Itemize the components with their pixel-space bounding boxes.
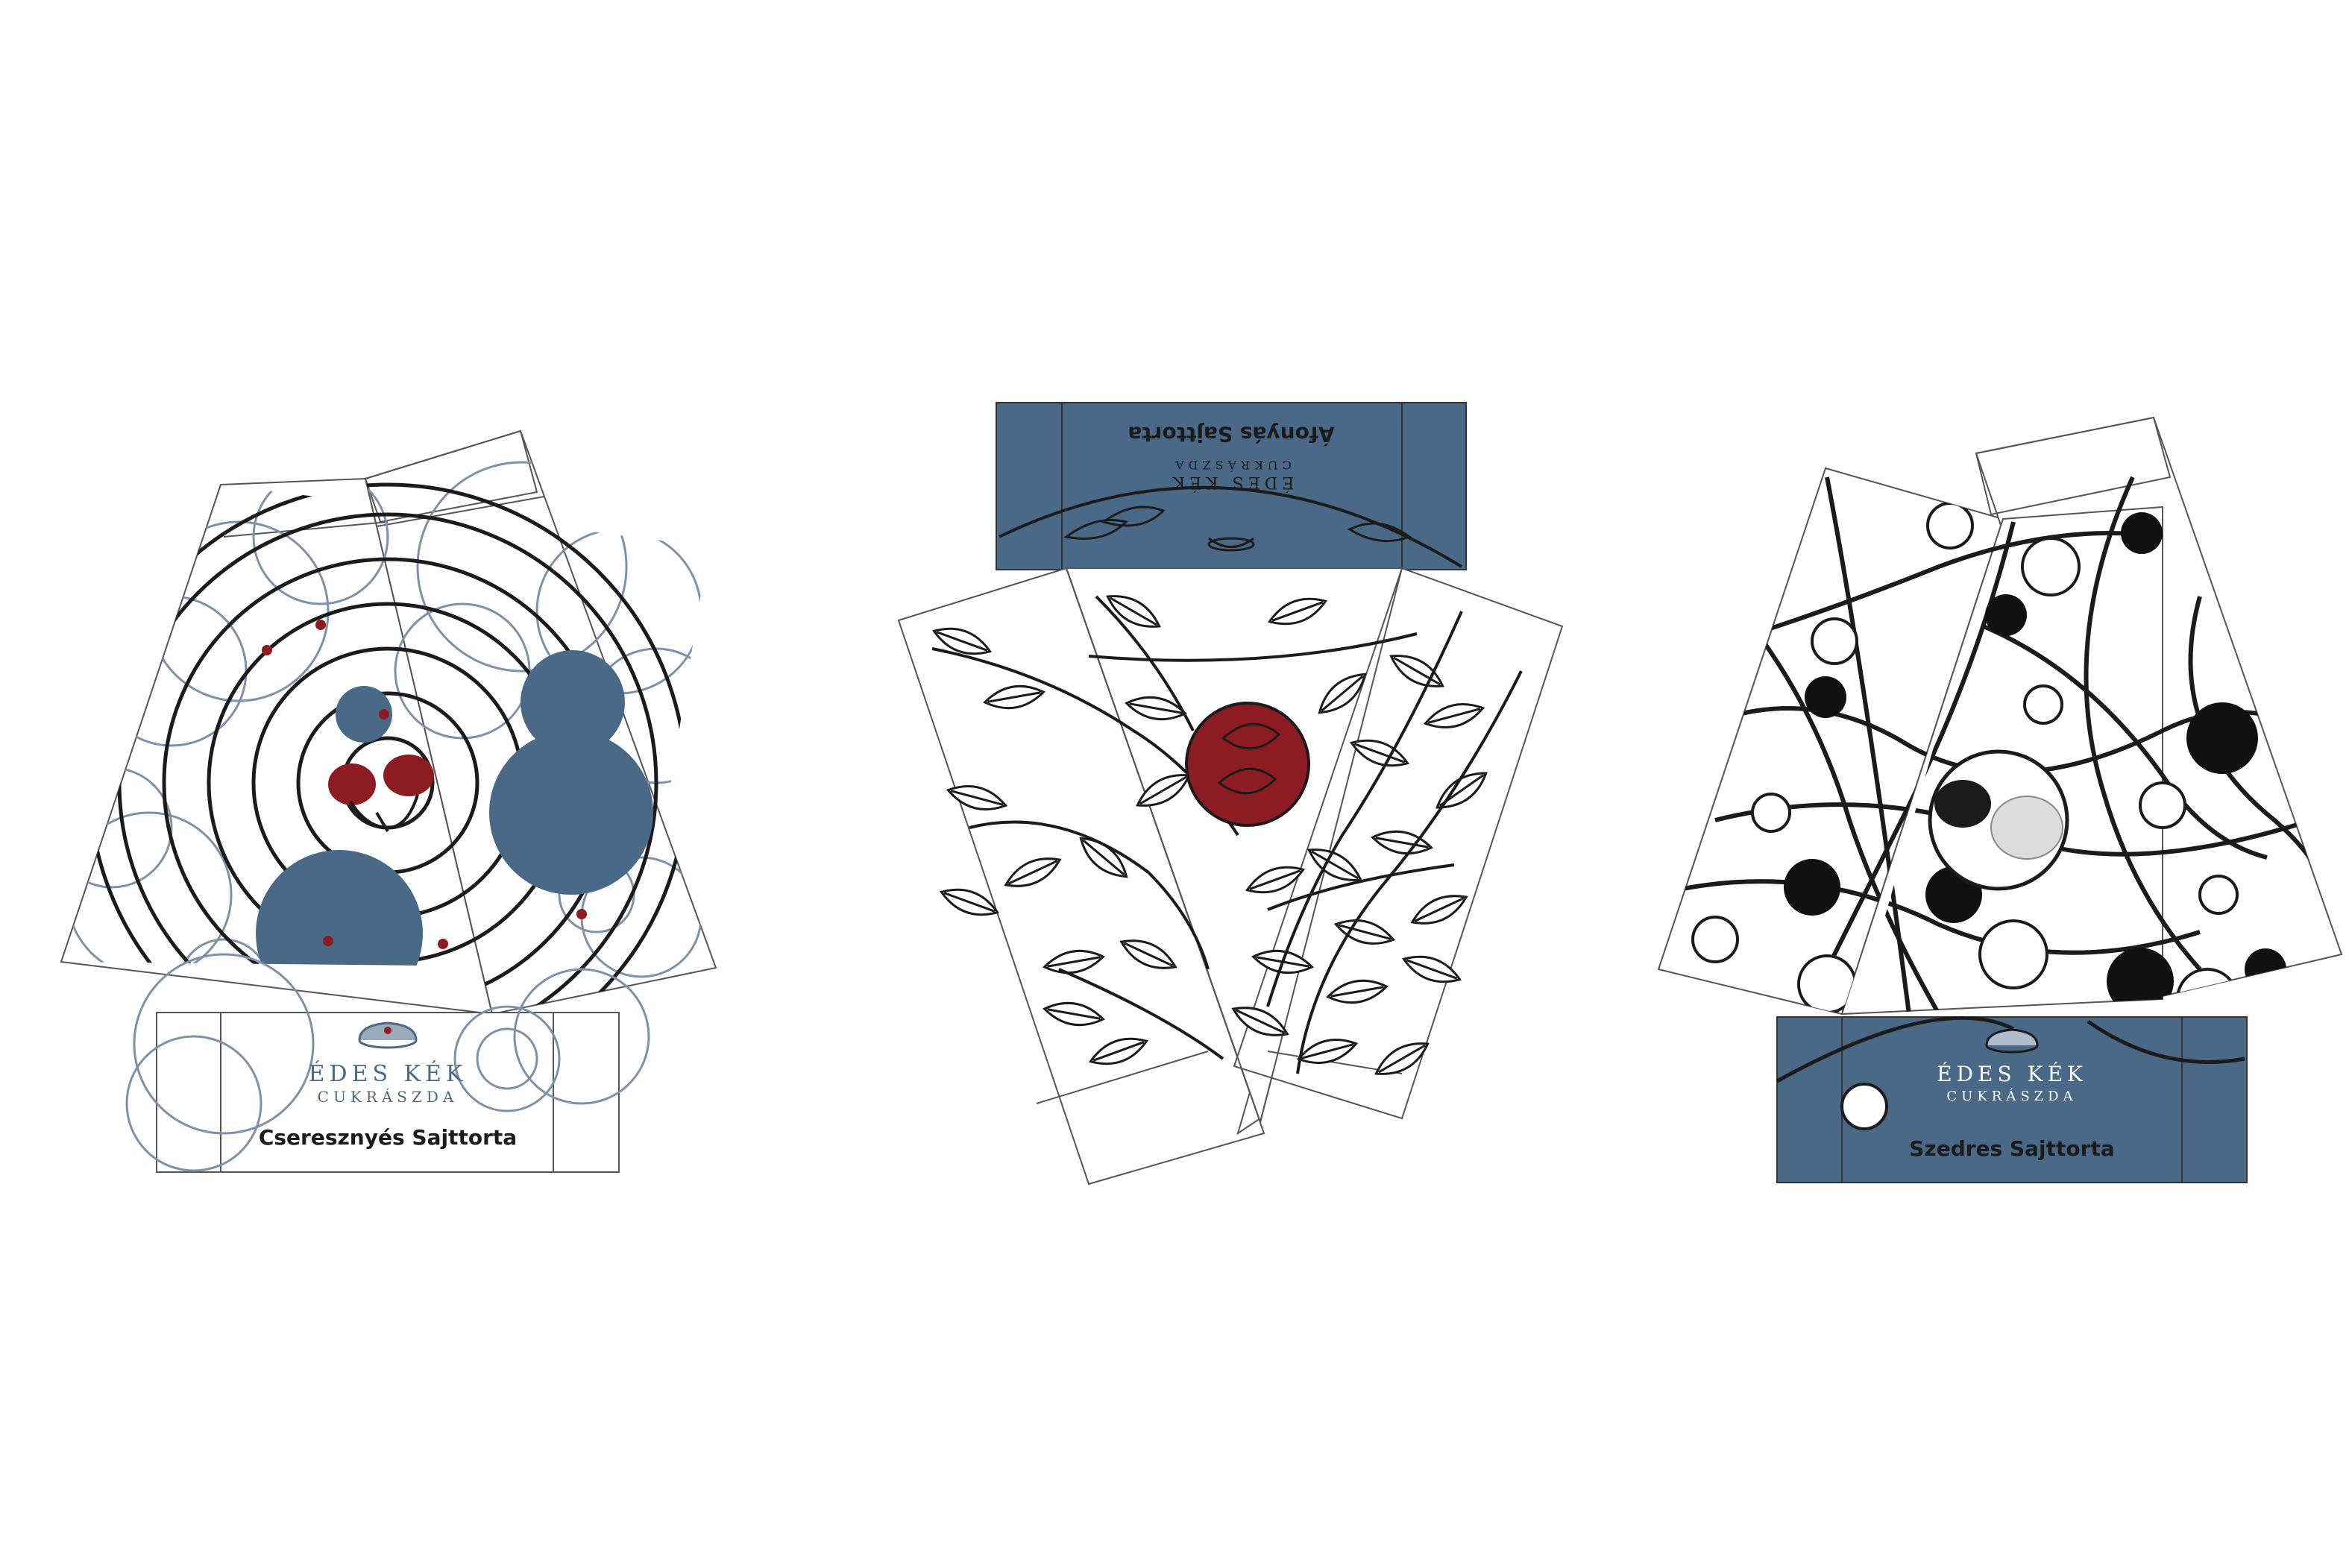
leaf xyxy=(946,785,1008,810)
product-name: Áfonyás Sajttorta xyxy=(1128,422,1334,447)
solid-dot xyxy=(1784,859,1840,916)
red-dot xyxy=(323,936,333,946)
solid-dot xyxy=(1805,676,1846,718)
front-panel: ÉDES KÉK CUKRÁSZDA Cseresznyés Sajttorta xyxy=(125,953,650,1173)
logo-cake-icon xyxy=(1985,1028,2039,1054)
leaf xyxy=(1296,1039,1359,1064)
product-name: Cseresznyés Sajttorta xyxy=(259,1125,517,1150)
logo-line1: ÉDES KÉK xyxy=(1937,1062,2087,1086)
vine xyxy=(969,820,1210,970)
solid-dot xyxy=(1985,594,2027,636)
open-dot xyxy=(1751,793,1791,833)
logo-line2: CUKRÁSZDA xyxy=(1946,1087,2077,1104)
open-dot xyxy=(1926,502,1974,550)
leaf-icon xyxy=(1063,506,1412,543)
leaf xyxy=(1318,673,1367,714)
front-panel: ÉDES KÉK CUKRÁSZDA Szedres Sajttorta xyxy=(1776,1016,2248,1183)
red-dot xyxy=(315,620,326,630)
leaf xyxy=(1043,1001,1105,1027)
leaf xyxy=(939,888,1000,916)
solid-dot xyxy=(2186,702,2258,774)
blue-dot xyxy=(521,650,625,755)
leaf xyxy=(1119,939,1177,969)
blackberry-cheesecake-box: ÉDES KÉK CUKRÁSZDA Szedres Sajttorta xyxy=(1657,416,2343,1183)
berry-leaf-icon xyxy=(1185,702,1310,827)
vine-pattern xyxy=(931,595,1523,1074)
open-dot xyxy=(1811,617,1858,665)
cherry-cheesecake-box: ÉDES KÉK CUKRÁSZDA Cseresznyés Sajttorta xyxy=(60,429,717,1173)
blue-dot xyxy=(489,731,653,895)
leaf xyxy=(1401,955,1462,983)
back-panel: ÉDES KÉK CUKRÁSZDA Áfonyás Sajttorta xyxy=(996,402,1467,570)
solid-dot xyxy=(2107,948,2174,1014)
leaf xyxy=(1106,595,1161,628)
leaf xyxy=(931,627,993,655)
open-dot xyxy=(1691,916,1739,963)
red-dot xyxy=(576,909,587,919)
vine xyxy=(1267,863,1455,911)
leaf xyxy=(1231,1007,1289,1036)
logo-cake-icon xyxy=(358,1021,418,1049)
pattern-line xyxy=(1982,624,2268,860)
leaf xyxy=(1423,703,1485,728)
vine xyxy=(1296,670,1523,1074)
open-dot xyxy=(2139,781,2186,829)
red-dot xyxy=(438,939,448,949)
leaf xyxy=(983,684,1045,710)
logo-line1: ÉDES KÉK xyxy=(1169,473,1295,493)
logo-line2: CUKRÁSZDA xyxy=(1171,458,1292,473)
blackberry-icon xyxy=(1928,749,2069,891)
leaf xyxy=(1088,1037,1149,1065)
vine xyxy=(1266,611,1463,1007)
leaf xyxy=(1043,949,1105,975)
cherry-icon xyxy=(328,755,434,833)
front-panel-rings xyxy=(125,953,650,1172)
product-name: Szedres Sajttorta xyxy=(1909,1136,2114,1161)
leaf xyxy=(1307,848,1362,881)
leaf xyxy=(1004,857,1062,887)
blueberry-cheesecake-box: ÉDES KÉK CUKRÁSZDA Áfonyás Sajttorta xyxy=(897,402,1564,1186)
vine xyxy=(1088,632,1418,662)
light-ring xyxy=(416,461,628,673)
logo-line1: ÉDES KÉK xyxy=(309,1060,468,1087)
vine xyxy=(1058,968,1224,1060)
pattern-line xyxy=(1825,476,1911,1014)
pattern-line xyxy=(2084,476,2202,972)
open-dot xyxy=(1978,919,2048,989)
red-dot xyxy=(262,645,272,655)
leaf xyxy=(1371,830,1433,855)
blue-dot xyxy=(336,686,392,743)
leaf xyxy=(1267,597,1328,626)
solid-dot xyxy=(2121,512,2163,554)
pattern-line xyxy=(1658,879,2201,955)
leaf xyxy=(1349,739,1410,767)
logo-cake-icon xyxy=(1207,537,1255,552)
open-dot xyxy=(2198,875,2239,915)
open-dot xyxy=(2021,537,2081,596)
logo-line2: CUKRÁSZDA xyxy=(318,1088,459,1106)
open-dot xyxy=(1702,595,1750,643)
leaf xyxy=(1326,979,1389,1004)
leaf xyxy=(1245,866,1306,894)
open-dot xyxy=(2023,684,2063,725)
leaf xyxy=(1410,895,1468,925)
red-dot xyxy=(379,709,389,720)
leaf xyxy=(1374,1042,1430,1075)
